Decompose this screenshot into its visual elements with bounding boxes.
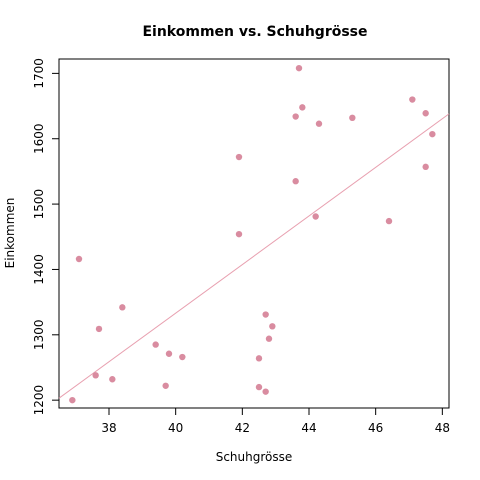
data-point: [409, 96, 416, 103]
data-point: [295, 64, 303, 72]
data-point: [235, 153, 243, 161]
chart-title: Einkommen vs. Schuhgrösse: [142, 24, 367, 40]
data-point: [262, 388, 269, 395]
x-tick-label: 42: [235, 421, 250, 435]
data-point: [255, 383, 263, 391]
data-point: [179, 353, 186, 361]
data-point: [109, 376, 116, 383]
regression-line: [58, 113, 450, 399]
x-axis: 38 40 42 44 46 48: [101, 408, 450, 435]
data-point: [422, 163, 429, 171]
data-point: [292, 113, 299, 120]
plot-frame: [58, 58, 450, 409]
y-tick-label: 1400: [32, 254, 46, 285]
x-tick-label: 38: [101, 421, 116, 435]
data-point: [165, 350, 173, 357]
y-axis-label: Einkommen: [3, 198, 17, 269]
data-point: [422, 110, 429, 117]
y-tick-label: 1500: [32, 189, 46, 220]
data-point: [95, 325, 103, 333]
data-point: [162, 382, 169, 389]
y-axis: 1200 1300 1400 1500 1600 1700: [32, 58, 59, 415]
data-point: [429, 130, 436, 138]
x-tick-label: 40: [168, 421, 183, 435]
data-point: [385, 217, 393, 225]
data-point: [235, 230, 243, 238]
y-tick-label: 1600: [32, 123, 46, 154]
data-point: [262, 311, 269, 318]
x-tick-label: 44: [301, 421, 316, 435]
data-point: [315, 120, 323, 127]
data-point: [69, 396, 76, 404]
data-point: [265, 335, 273, 342]
x-tick-label: 46: [368, 421, 383, 435]
data-point: [75, 255, 83, 263]
data-point: [292, 178, 299, 185]
x-tick-label: 48: [435, 421, 450, 435]
data-point: [255, 355, 263, 362]
data-point: [349, 114, 356, 122]
y-tick-label: 1200: [32, 385, 46, 416]
data-point: [119, 304, 126, 311]
data-point: [152, 341, 159, 348]
data-point: [92, 372, 99, 379]
regression-line-group: [58, 113, 450, 399]
y-tick-label: 1300: [32, 320, 46, 351]
data-points: [69, 64, 436, 404]
x-axis-label: Schuhgrösse: [216, 450, 293, 464]
data-point: [269, 323, 276, 330]
data-point: [312, 213, 319, 220]
data-point: [299, 104, 306, 111]
y-tick-label: 1700: [32, 58, 46, 89]
